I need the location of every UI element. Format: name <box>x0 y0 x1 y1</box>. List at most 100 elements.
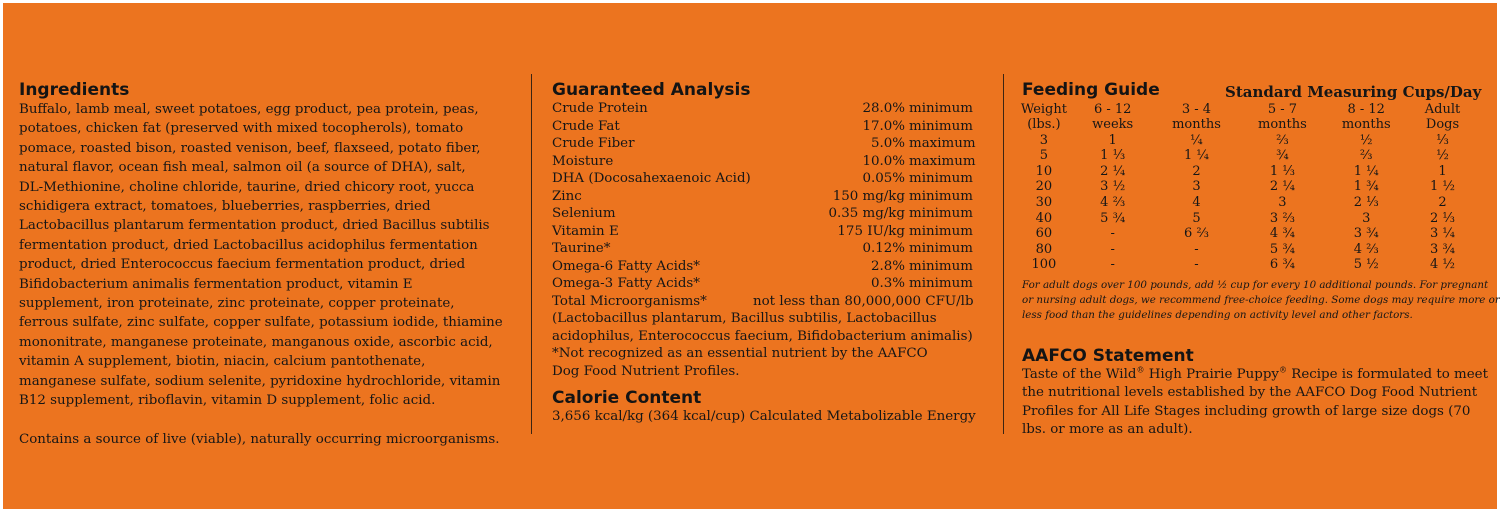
total-microorganisms-label: Total Microorganisms* <box>552 293 707 309</box>
feeding-row: 40 5 ¾ 5 3 ⅔ 3 2 ⅓ <box>1016 211 1478 227</box>
cups-cell: 3 ½ <box>1100 179 1126 195</box>
cups-cell: ½ <box>1359 132 1373 148</box>
analysis-row: Taurine* 0.12% minimum <box>552 240 992 258</box>
feeding-column-header: Dogs <box>1425 117 1460 133</box>
nutrient-value: 0.3% <box>870 276 905 291</box>
cups-cell: ¼ <box>1190 132 1203 148</box>
weight-cell: 3 <box>1039 132 1049 148</box>
cups-cell: 1 ¼ <box>1353 163 1379 179</box>
cups-cell: - <box>1110 226 1115 242</box>
feeding-column-header: 6 - 12 <box>1093 102 1132 117</box>
aafco-line: the nutritional levels established by th… <box>1022 385 1478 401</box>
ingredients-line: B12 supplement, riboflavin, vitamin D su… <box>19 393 436 409</box>
ingredients-heading: Ingredients <box>19 80 130 100</box>
column-divider-1 <box>531 74 532 434</box>
nutrient-qualifier: minimum <box>909 258 973 274</box>
analysis-note-line: (Lactobacillus plantarum, Bacillus subti… <box>552 311 937 326</box>
nutrient-name: Selenium <box>552 206 616 221</box>
analysis-notes: (Lactobacillus plantarum, Bacillus subti… <box>552 310 992 380</box>
ingredients-line: supplement, iron proteinate, zinc protei… <box>19 296 455 312</box>
analysis-row: Crude Protein 28.0% minimum <box>552 100 992 118</box>
ingredients-line: Bifidobacterium animalis fermentation pr… <box>19 276 413 292</box>
feeding-column-header: 3 - 4 <box>1181 102 1212 117</box>
cups-cell: - <box>1110 257 1115 273</box>
ingredients-line: mononitrate, manganese proteinate, manga… <box>19 334 493 350</box>
guaranteed-analysis-section: Guaranteed Analysis Crude Protein 28.0% mi… <box>552 80 992 426</box>
ingredients-line: Buffalo, lamb meal, sweet potatoes, egg … <box>19 102 479 117</box>
analysis-row: Crude Fat 17.0% minimum <box>552 118 992 136</box>
nutrient-name: Omega-6 Fatty Acids* <box>552 258 700 274</box>
feeding-row: 60 - 6 ⅔ 4 ¾ 3 ¾ 3 ¼ <box>1016 226 1478 242</box>
nutrient-qualifier: minimum <box>909 188 973 204</box>
ingredients-line: manganese sulfate, sodium selenite, pyri… <box>19 373 501 389</box>
column-divider-2 <box>1003 74 1004 434</box>
calorie-content-text: 3,656 kcal/kg (364 kcal/cup) Calculated … <box>552 409 976 424</box>
feeding-row: 20 3 ½ 3 2 ¼ 1 ¾ 1 ½ <box>1016 179 1478 195</box>
ingredients-line: ferrous sulfate, zinc sulfate, copper su… <box>19 315 503 331</box>
weight-cell: 20 <box>1035 179 1053 195</box>
cups-cell: 4 ¾ <box>1269 226 1295 242</box>
nutrient-value: 5.0% <box>870 136 905 151</box>
cups-cell: 3 ¼ <box>1430 226 1456 242</box>
cups-cell: 1 ¾ <box>1353 179 1379 195</box>
nutrient-qualifier: minimum <box>909 171 973 186</box>
feeding-column-header: months <box>1258 117 1307 133</box>
nutrient-qualifier: maximum <box>909 153 976 169</box>
guaranteed-analysis-heading: Guaranteed Analysis <box>552 80 751 100</box>
total-microorganisms-row: Total Microorganisms* not less than 80,0… <box>552 293 992 311</box>
ingredients-line: schidigera extract, tomatoes, blueberrie… <box>19 199 431 215</box>
nutrient-value: 0.05% <box>862 171 905 186</box>
feeding-row: 3 1 ¼ ⅔ ½ ⅓ <box>1016 133 1478 149</box>
nutrient-qualifier: minimum <box>909 101 973 116</box>
cups-cell: 3 <box>1362 210 1371 226</box>
cups-cell: 1 ½ <box>1430 179 1456 195</box>
feeding-guide-note: For adult dogs over 100 pounds, add ½ cu… <box>1022 278 1500 323</box>
registered-mark: ® <box>1279 365 1287 375</box>
ingredients-line: potatoes, chicken fat (preserved with mi… <box>19 121 464 137</box>
feeding-table-header: Weight 6 - 12 3 - 4 5 - 7 8 - 12 Adult (lbs.) w… <box>1016 102 1478 133</box>
feeding-column-header: Weight <box>1020 102 1067 117</box>
ingredients-list: Buffalo, lamb meal, sweet potatoes, egg … <box>19 100 519 411</box>
cups-cell: 3 <box>1192 179 1201 195</box>
cups-cell: - <box>1194 257 1199 273</box>
weight-cell: 30 <box>1035 194 1053 210</box>
feeding-guide-subtitle: Standard Measuring Cups/Day <box>1225 83 1482 101</box>
ingredients-line: product, dried Enterococcus faecium ferm… <box>19 257 466 273</box>
calorie-content-heading: Calorie Content <box>552 388 702 408</box>
analysis-table: Crude Protein 28.0% minimum Crude Fat 17.0% m… <box>552 100 992 293</box>
analysis-note-line: Dog Food Nutrient Profiles. <box>552 363 740 379</box>
ingredients-line: Lactobacillus plantarum fermentation pro… <box>19 218 490 234</box>
recipe-name: High Prairie Puppy <box>1144 366 1279 382</box>
aafco-statement-heading: AAFCO Statement <box>1022 345 1194 366</box>
cups-cell: ½ <box>1436 148 1449 164</box>
cups-cell: ⅓ <box>1436 132 1449 148</box>
nutrient-qualifier: minimum <box>909 223 973 239</box>
nutrient-value: 175 IU/kg <box>837 223 905 239</box>
weight-cell: 60 <box>1035 226 1053 242</box>
cups-cell: 1 <box>1438 163 1447 179</box>
ingredients-line: DL-Methionine, choline chloride, taurine… <box>19 179 475 195</box>
total-microorganisms-value: not less than 80,000,000 CFU/lb <box>753 293 974 309</box>
nutrient-name: Crude Fat <box>552 118 620 134</box>
ingredients-line: pomace, roasted bison, roasted venison, … <box>19 140 481 156</box>
weight-cell: 100 <box>1031 257 1057 273</box>
feeding-row: 100 - - 6 ¾ 5 ½ 4 ½ <box>1016 257 1478 273</box>
nutrient-name: DHA (Docosahexaenoic Acid) <box>552 171 751 186</box>
aafco-statement-text: Taste of the Wild® High Prairie Puppy® R… <box>1022 365 1488 440</box>
cups-cell: 2 ¼ <box>1269 179 1295 195</box>
aafco-line-1-rest: Recipe is formulated to meet <box>1287 366 1488 382</box>
nutrient-name: Crude Protein <box>552 101 648 116</box>
analysis-row: Crude Fiber 5.0% maximum <box>552 135 992 153</box>
cups-cell: 4 ½ <box>1430 257 1456 273</box>
analysis-row: Selenium 0.35 mg/kg minimum <box>552 205 992 223</box>
brand-name: Taste of the Wild <box>1022 366 1137 382</box>
cups-cell: - <box>1110 241 1115 257</box>
cups-cell: 1 ⅓ <box>1100 148 1126 164</box>
ingredients-line: natural flavor, ocean fish meal, salmon … <box>19 160 466 176</box>
cups-cell: ⅔ <box>1276 132 1289 148</box>
nutrient-name: Moisture <box>552 153 614 169</box>
weight-cell: 10 <box>1035 163 1053 179</box>
aafco-statement-section: AAFCO Statement Taste of the Wild ® High … <box>1022 345 1488 440</box>
cups-cell: 1 <box>1108 132 1117 148</box>
